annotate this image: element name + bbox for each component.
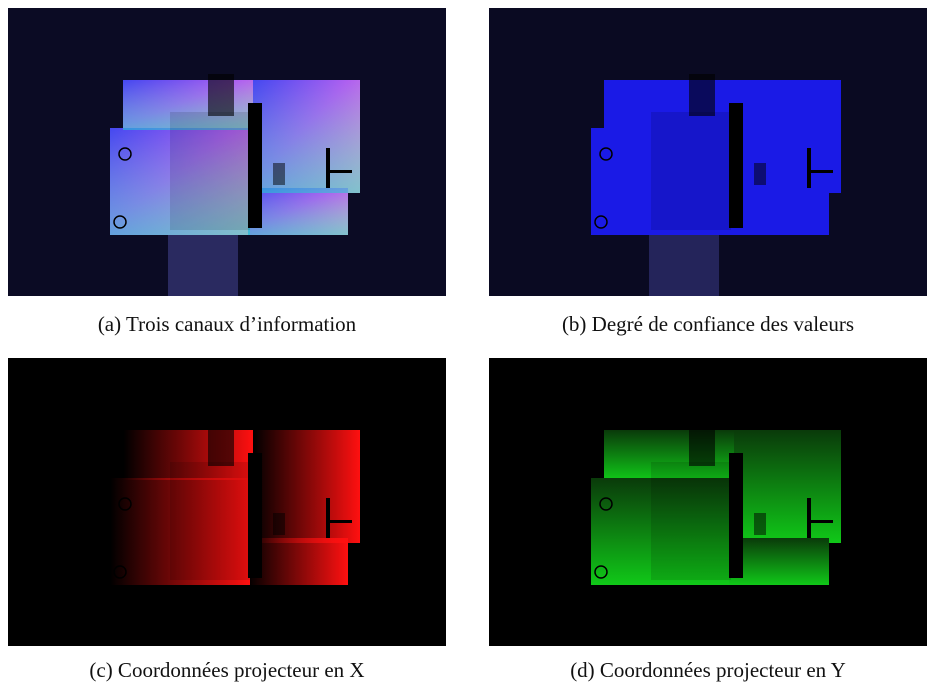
page: (a) Trois canaux d’information (b) Degré… (0, 0, 936, 691)
figure: (a) Trois canaux d’information (b) Degré… (0, 0, 936, 691)
subfigure-c (8, 358, 446, 646)
caption: (b) Degré de confiance des valeurs (562, 312, 854, 336)
subfigure-d (489, 358, 927, 646)
subfigure-a (8, 8, 446, 296)
subfigure-b (489, 8, 927, 296)
caption: (c) Coordonnées projecteur en X (89, 658, 364, 682)
caption: (a) Trois canaux d’information (98, 312, 357, 336)
caption: (d) Coordonnées projecteur en Y (570, 658, 846, 682)
